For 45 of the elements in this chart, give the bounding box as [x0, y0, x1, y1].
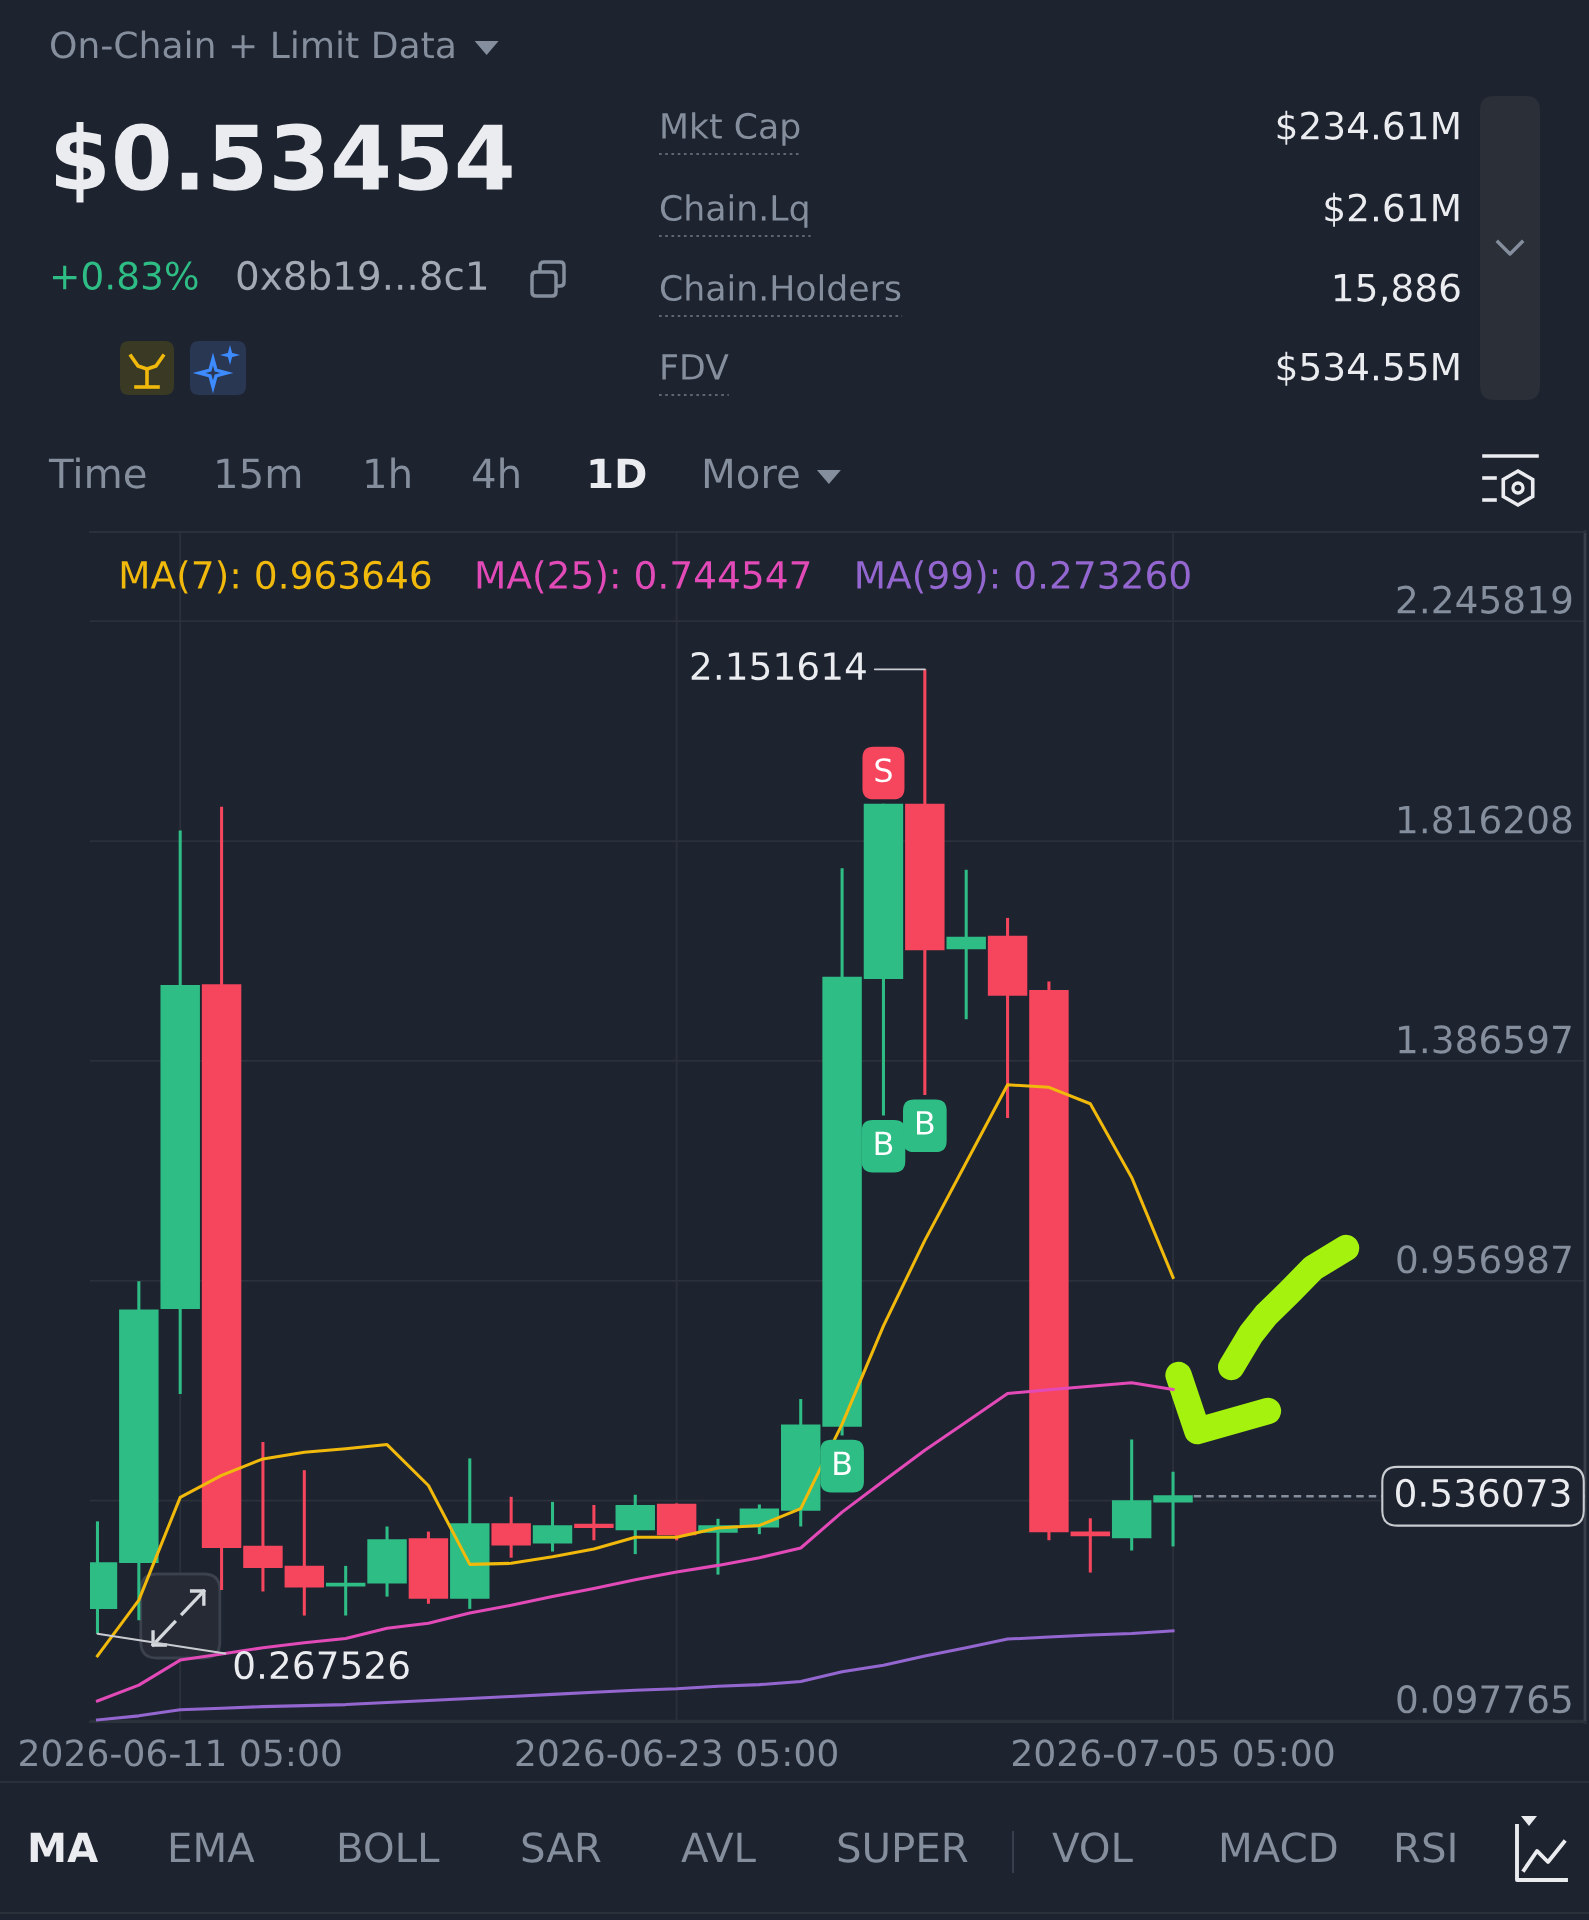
text: 15m — [217, 458, 301, 489]
annotation: B — [917, 1111, 934, 1135]
text: MACD — [1221, 1832, 1337, 1863]
text: +0.83% — [52, 261, 198, 290]
text: MA — [30, 1832, 99, 1863]
text: VOL — [1052, 1832, 1133, 1863]
text: Chain.Lq — [660, 194, 808, 228]
x-tick-label: 2026-07-05 05:00 — [1012, 1739, 1334, 1767]
annotation: S — [875, 758, 892, 783]
text: BOLL — [339, 1832, 440, 1863]
text: AVL — [681, 1832, 756, 1863]
text: FDV — [662, 354, 729, 380]
annotation: B — [834, 1451, 851, 1475]
y-tick-label: 1.386597 — [1399, 1025, 1571, 1054]
ref-line-label: 0.536073 — [1396, 1478, 1570, 1508]
x-tick-label: 2026-06-11 05:00 — [20, 1739, 341, 1767]
text: MA(25): 0.744547 — [477, 560, 810, 594]
text: MA(99): 0.273260 — [857, 560, 1190, 594]
text: $234.61M — [1277, 110, 1459, 145]
text: 15,886 — [1334, 273, 1460, 306]
text: RSI — [1396, 1832, 1455, 1863]
x-tick-label: 2026-06-23 05:00 — [516, 1739, 837, 1767]
text: 0x8b19...8c1 — [237, 260, 487, 291]
y-tick-label: 1.816208 — [1399, 805, 1572, 834]
text: 1D — [590, 458, 646, 489]
text: MA(7): 0.963646 — [121, 560, 431, 594]
y-tick-label: 2.245819 — [1397, 585, 1572, 614]
chart-subtitle: $0.53454 — [55, 121, 512, 203]
text: 1h — [366, 457, 410, 489]
text: SAR — [522, 1832, 601, 1863]
annotation: 0.267526 — [234, 1650, 409, 1680]
y-tick-label: 0.956987 — [1397, 1245, 1571, 1274]
text: $534.55M — [1277, 351, 1459, 386]
text: Time — [48, 457, 146, 489]
annotation: B — [875, 1131, 893, 1156]
text: More — [704, 458, 799, 489]
text: Mkt Cap — [662, 112, 800, 146]
text: 4h — [472, 457, 519, 489]
text: SUPER — [838, 1832, 968, 1863]
text: $2.61M — [1325, 192, 1459, 227]
annotation: 2.151614 — [691, 651, 866, 681]
text: Chain.Holders — [660, 274, 901, 302]
text: EMA — [170, 1832, 255, 1863]
y-tick-label: 0.097765 — [1397, 1684, 1571, 1714]
chart-title: On-Chain + Limit Data — [51, 30, 454, 59]
